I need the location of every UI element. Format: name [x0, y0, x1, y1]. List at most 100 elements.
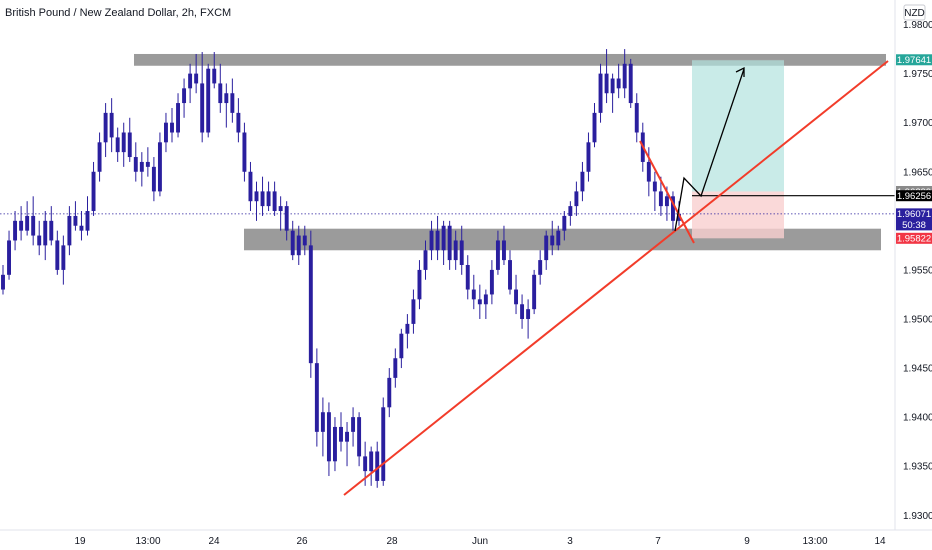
candle[interactable]: [610, 73, 615, 113]
candle[interactable]: [139, 152, 144, 187]
candle[interactable]: [79, 211, 84, 241]
candle[interactable]: [290, 220, 295, 261]
candle[interactable]: [435, 215, 440, 261]
candle[interactable]: [127, 117, 132, 162]
candle[interactable]: [206, 63, 211, 138]
stop-box[interactable]: [692, 191, 784, 239]
candle[interactable]: [339, 412, 343, 452]
candle[interactable]: [242, 122, 247, 182]
currency-badge[interactable]: NZD: [903, 4, 926, 21]
rising-trendline[interactable]: [343, 60, 889, 496]
candle[interactable]: [357, 412, 362, 467]
candle[interactable]: [254, 181, 259, 221]
candle[interactable]: [333, 417, 337, 472]
candle[interactable]: [121, 122, 126, 167]
candle[interactable]: [55, 230, 60, 275]
candle[interactable]: [296, 225, 301, 265]
candle[interactable]: [61, 235, 66, 285]
candle[interactable]: [616, 63, 621, 99]
candle[interactable]: [326, 402, 331, 477]
candle[interactable]: [109, 98, 114, 153]
candle[interactable]: [598, 63, 603, 123]
candle[interactable]: [532, 269, 537, 315]
candle[interactable]: [49, 206, 54, 246]
candle[interactable]: [272, 181, 277, 216]
candle[interactable]: [37, 220, 42, 256]
candle[interactable]: [550, 220, 555, 256]
candle[interactable]: [182, 78, 187, 118]
candle[interactable]: [646, 147, 651, 197]
candle[interactable]: [417, 260, 422, 310]
candle[interactable]: [103, 103, 108, 158]
candle[interactable]: [170, 107, 174, 143]
candle[interactable]: [671, 191, 675, 231]
candle[interactable]: [652, 171, 657, 212]
candle[interactable]: [212, 52, 217, 89]
candle[interactable]: [266, 181, 271, 212]
candle[interactable]: [429, 220, 434, 261]
candle[interactable]: [405, 314, 410, 349]
candle[interactable]: [218, 63, 223, 113]
candle[interactable]: [459, 225, 464, 275]
candle[interactable]: [586, 132, 591, 182]
candle[interactable]: [224, 83, 229, 128]
candle[interactable]: [411, 289, 416, 334]
candle[interactable]: [381, 397, 386, 486]
candle[interactable]: [538, 250, 543, 285]
candle[interactable]: [85, 196, 90, 236]
projected-path[interactable]: [674, 68, 745, 232]
candle[interactable]: [145, 147, 150, 177]
candle[interactable]: [1, 265, 5, 295]
candle[interactable]: [592, 103, 597, 148]
candle[interactable]: [230, 78, 235, 123]
candle[interactable]: [574, 181, 579, 216]
candle[interactable]: [514, 274, 518, 315]
candle[interactable]: [91, 161, 96, 216]
candle[interactable]: [194, 53, 199, 94]
candle[interactable]: [351, 407, 356, 447]
candle[interactable]: [19, 206, 24, 241]
candle[interactable]: [97, 132, 102, 182]
candle[interactable]: [7, 230, 11, 280]
candle[interactable]: [544, 230, 549, 270]
candle[interactable]: [502, 225, 506, 265]
candle[interactable]: [622, 49, 627, 99]
candle[interactable]: [67, 206, 72, 256]
candle[interactable]: [658, 176, 663, 216]
candle[interactable]: [164, 112, 168, 153]
candle[interactable]: [483, 289, 488, 319]
candle[interactable]: [320, 397, 325, 457]
candle[interactable]: [495, 230, 500, 275]
candle[interactable]: [345, 422, 349, 467]
candle[interactable]: [236, 98, 241, 143]
support-zone[interactable]: [244, 228, 881, 251]
candle[interactable]: [284, 201, 289, 241]
falling-wedge-line[interactable]: [639, 140, 695, 244]
candle[interactable]: [489, 260, 494, 305]
candle[interactable]: [556, 225, 561, 251]
candle[interactable]: [447, 220, 452, 270]
candle[interactable]: [508, 250, 512, 295]
candle[interactable]: [477, 284, 482, 319]
candle[interactable]: [308, 230, 313, 378]
candle[interactable]: [115, 127, 120, 162]
candle[interactable]: [471, 274, 476, 310]
candle[interactable]: [423, 240, 428, 280]
candle[interactable]: [25, 201, 30, 236]
candle[interactable]: [580, 161, 585, 202]
candle[interactable]: [520, 294, 525, 329]
candle[interactable]: [375, 441, 380, 488]
candle[interactable]: [73, 201, 78, 231]
candle[interactable]: [387, 368, 392, 418]
candle[interactable]: [151, 157, 156, 202]
candle[interactable]: [562, 211, 567, 241]
candle[interactable]: [43, 211, 48, 261]
candle[interactable]: [133, 142, 138, 182]
candle[interactable]: [465, 255, 470, 300]
candle[interactable]: [176, 93, 180, 138]
candle[interactable]: [13, 211, 18, 251]
candle[interactable]: [568, 201, 573, 226]
candle[interactable]: [604, 49, 609, 104]
candle[interactable]: [441, 220, 446, 265]
